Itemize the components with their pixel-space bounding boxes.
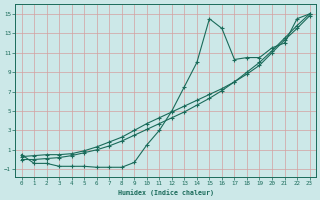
X-axis label: Humidex (Indice chaleur): Humidex (Indice chaleur) bbox=[117, 189, 213, 196]
